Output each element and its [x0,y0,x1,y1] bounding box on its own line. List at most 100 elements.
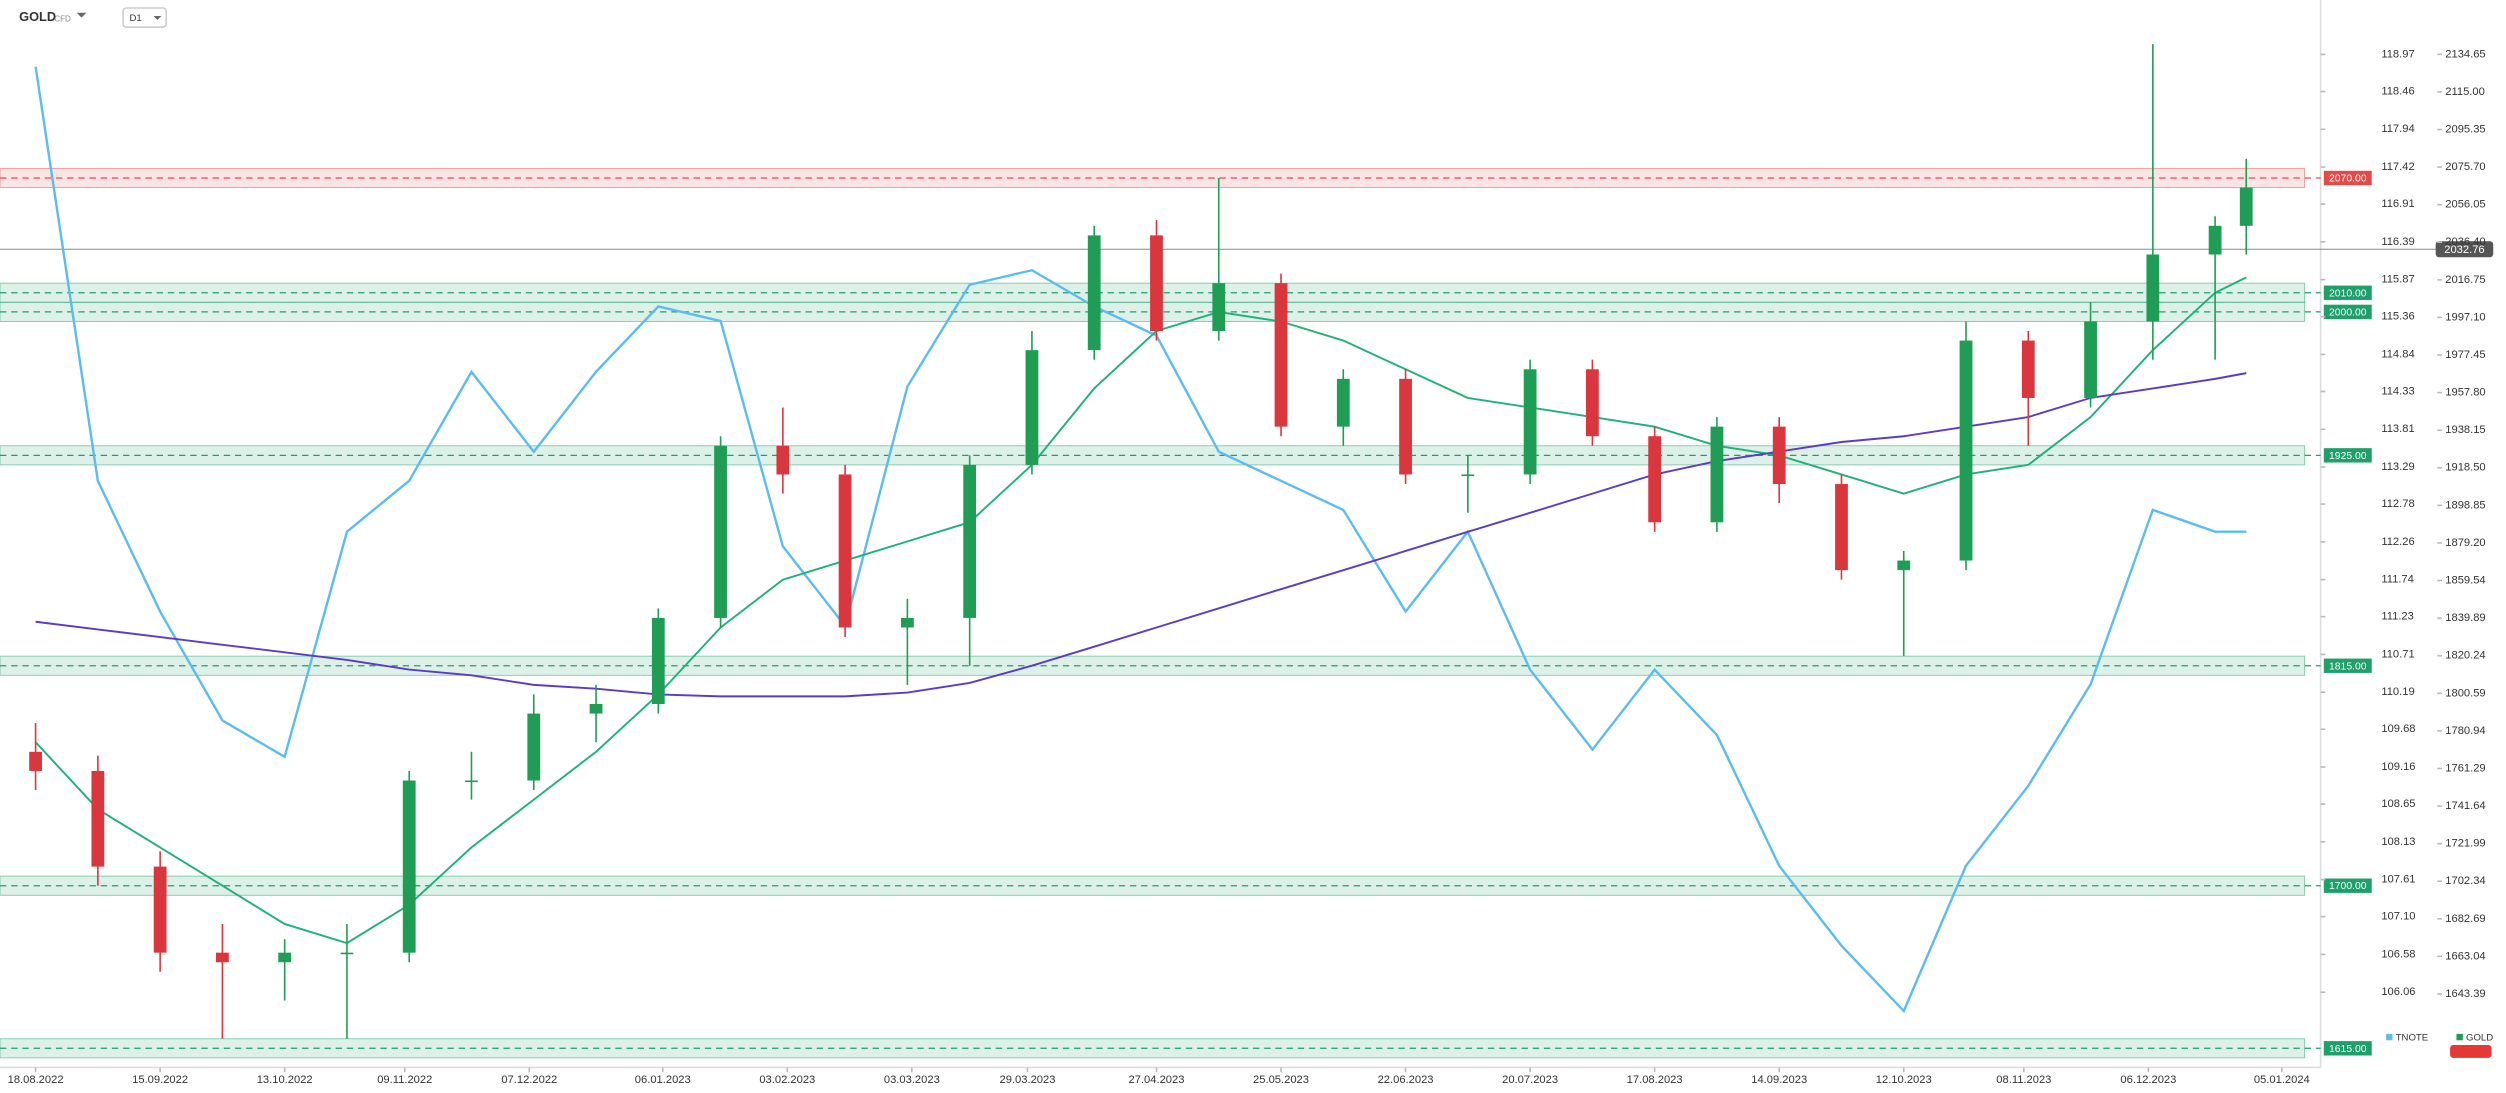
y-tick-label: 1800.59 [2445,687,2485,699]
y2-tick-label: 113.29 [2381,461,2414,473]
candle-body [1710,426,1724,523]
candle-body [1150,235,1163,332]
y-tick-label: 1859.54 [2445,575,2485,587]
series-line [35,372,2247,698]
x-tick-label: 07.12.2022 [501,1074,557,1086]
level-label: 2010.00 [2329,288,2367,299]
candle-body [278,952,292,963]
candle-body [1212,283,1226,332]
y2-tick-label: 117.94 [2381,123,2414,135]
y-tick-label: 1957.80 [2445,387,2485,399]
candle-body [1835,484,1848,571]
instrument-type: CFD [54,14,71,23]
y-tick-label: 2095.35 [2445,123,2485,135]
y-tick-label: 2016.75 [2445,274,2485,286]
y2-tick-label: 110.71 [2381,648,2414,660]
candle-body [651,617,665,704]
candle-body [2239,187,2253,226]
y-tick-label: 1879.20 [2445,537,2485,549]
level-label: 1615.00 [2329,1044,2367,1055]
y-tick-label: 1997.10 [2445,311,2485,323]
level-badge [2323,878,2372,893]
y-tick-label: 1820.24 [2445,650,2485,662]
x-tick-label: 20.07.2023 [1502,1074,1558,1086]
candle-body [1959,340,1973,561]
y2-tick-label: 115.36 [2381,311,2414,323]
level-badge [2323,170,2372,186]
x-tick-label: 08.11.2023 [1996,1074,2051,1086]
y2-tick-label: 118.97 [2381,48,2414,60]
interval-select[interactable] [122,7,168,28]
candle-body [91,770,105,867]
candle-body [1274,283,1288,427]
level-label: 1700.00 [2329,881,2367,892]
y-tick-label: 1898.85 [2445,499,2485,511]
candle-body [838,474,852,628]
y2-tick-label: 112.78 [2381,498,2414,510]
legend-swatch [2456,1033,2463,1041]
candle-body [340,952,354,955]
candle-body [527,713,541,781]
candle-body [153,866,167,953]
y2-tick-label: 110.19 [2381,686,2414,698]
interval: D1 [129,13,141,24]
level-label: 1925.00 [2329,451,2367,462]
y-tick-label: 1741.64 [2445,800,2485,812]
candle-body [2208,225,2222,255]
y2-tick-label: 116.39 [2381,236,2414,248]
candle-body [1523,369,1537,475]
x-tick-label: 14.09.2023 [1751,1074,1807,1086]
candle-body [1461,474,1475,477]
y2-tick-label: 112.26 [2381,536,2414,548]
x-tick-label: 29.03.2023 [1000,1074,1056,1086]
x-tick-label: 06.01.2023 [635,1074,691,1086]
y2-tick-label: 108.65 [2381,798,2415,810]
x-tick-label: 12.10.2023 [1876,1074,1932,1086]
x-tick-label: 03.03.2023 [884,1074,940,1086]
y2-tick-label: 116.91 [2381,198,2414,210]
candle-body [2021,340,2035,398]
candle-body [29,751,42,771]
legend-swatch [2386,1033,2393,1041]
y-tick-label: 1643.39 [2445,988,2485,1000]
candle-body [776,445,790,475]
y2-tick-label: 115.87 [2381,274,2414,286]
legend-badge [2450,1045,2492,1058]
level-label: 2070.00 [2329,174,2367,185]
x-tick-label: 27.04.2023 [1129,1074,1185,1086]
y-tick-label: 2134.65 [2445,48,2485,60]
level-label: 2000.00 [2329,307,2367,318]
candle-body [1025,350,1039,465]
y2-tick-label: 108.13 [2381,836,2415,848]
y-tick-label: 2056.05 [2445,199,2485,211]
x-tick-label: 18.08.2022 [8,1074,64,1086]
candle-body [1585,369,1599,437]
candle-body [901,617,914,628]
legend-label: GOLD [2466,1032,2493,1043]
y2-tick-label: 109.16 [2381,761,2415,773]
level-badge [2323,658,2372,673]
y2-tick-label: 114.84 [2381,348,2414,360]
y2-tick-label: 106.06 [2381,986,2415,998]
candle-body [2146,254,2160,322]
y2-tick-label: 109.68 [2381,723,2415,735]
y-tick-label: 1938.15 [2445,424,2485,436]
candle-body [963,464,977,618]
candle-body [589,703,603,714]
candle-body [1399,378,1412,475]
y-tick-label: 1780.94 [2445,725,2485,737]
dropdown-icon[interactable] [76,12,87,18]
y-tick-label: 2036.40 [2445,236,2485,248]
x-tick-label: 13.10.2022 [257,1074,313,1086]
y2-tick-label: 117.42 [2381,161,2414,173]
x-tick-label: 17.08.2023 [1627,1074,1683,1086]
y-tick-label: 1839.89 [2445,612,2485,624]
y-tick-label: 1977.45 [2445,349,2485,361]
candle-body [1772,426,1786,485]
current-price-label: 2032.76 [2444,244,2484,256]
level-badge [2323,1041,2372,1056]
level-label: 1815.00 [2329,661,2367,672]
candle-body [1897,560,1911,571]
y2-tick-label: 107.10 [2381,911,2415,923]
